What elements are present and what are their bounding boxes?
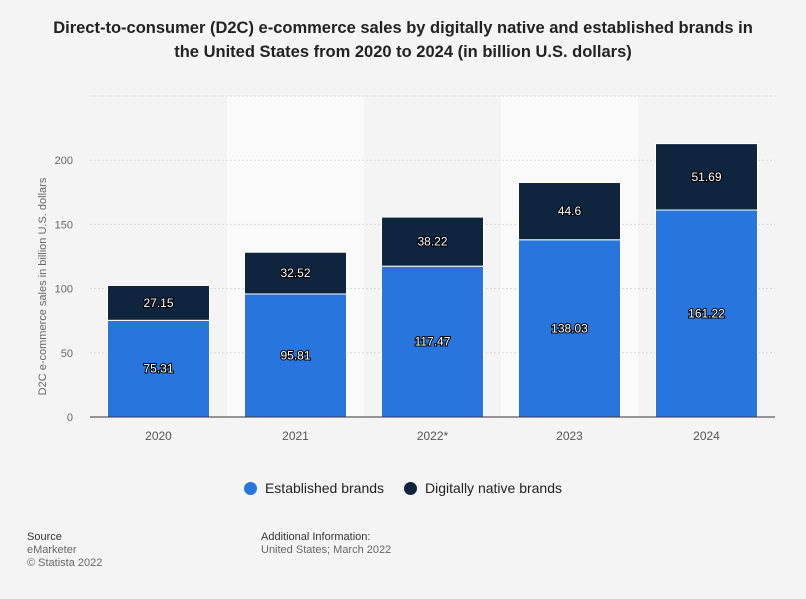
- source-name[interactable]: eMarketer: [27, 544, 77, 556]
- copyright: © Statista 2022: [27, 557, 103, 569]
- bar-digitally-native: [381, 216, 484, 267]
- x-tick-label: 2021: [282, 429, 309, 443]
- y-tick-label: 50: [61, 348, 73, 360]
- data-label: 95.81: [280, 348, 310, 362]
- data-label: 75.31: [143, 362, 173, 376]
- bar-digitally-native: [107, 284, 210, 321]
- bar-digitally-native: [244, 251, 347, 295]
- x-tick-label: 2024: [693, 429, 720, 443]
- y-tick-label: 100: [55, 284, 73, 296]
- x-tick-label: 2023: [556, 429, 583, 443]
- data-label: 32.52: [280, 266, 310, 280]
- legend-marker-digitally-native: [404, 481, 418, 495]
- y-axis-label: D2C e-commerce sales in billion U.S. dol…: [37, 177, 49, 395]
- chart-title: Direct-to-consumer (D2C) e-commerce sale…: [53, 19, 753, 61]
- legend-item-established[interactable]: Established brands: [243, 480, 385, 496]
- data-label: 44.6: [558, 204, 582, 218]
- data-label: 38.22: [417, 235, 447, 249]
- additional-info-block: Additional Information: United States; M…: [261, 531, 391, 557]
- source-label: Source: [27, 531, 62, 543]
- data-label: 51.69: [691, 170, 721, 184]
- legend-marker-established: [243, 481, 257, 495]
- x-tick-label: 2020: [145, 429, 172, 443]
- y-tick-label: 200: [55, 155, 73, 167]
- bar-established: [655, 209, 758, 418]
- bar-digitally-native: [655, 143, 758, 211]
- bar-established: [518, 239, 621, 418]
- bar-digitally-native: [518, 182, 621, 241]
- additional-info-label[interactable]: Additional Information:: [261, 531, 371, 543]
- data-label: 27.15: [143, 296, 173, 310]
- legend-label: Established brands: [264, 480, 385, 496]
- additional-info-text: United States; March 2022: [261, 544, 392, 556]
- legend: Established brands Digitally native bran…: [0, 480, 806, 496]
- y-tick-label: 150: [55, 219, 73, 231]
- y-tick-label: 0: [67, 412, 73, 424]
- legend-label: Digitally native brands: [425, 480, 563, 496]
- data-label: 117.47: [415, 335, 451, 349]
- data-label: 161.22: [688, 306, 725, 320]
- chart-plot: 0 50 100 150 200 D2C e-commerce sales in bill…: [37, 95, 775, 443]
- x-tick-label: 2022*: [417, 429, 449, 443]
- legend-item-digitally-native[interactable]: Digitally native brands: [404, 480, 562, 496]
- source-block: Source eMarketer © Statista 2022: [27, 531, 102, 570]
- data-label: 138.03: [551, 321, 588, 335]
